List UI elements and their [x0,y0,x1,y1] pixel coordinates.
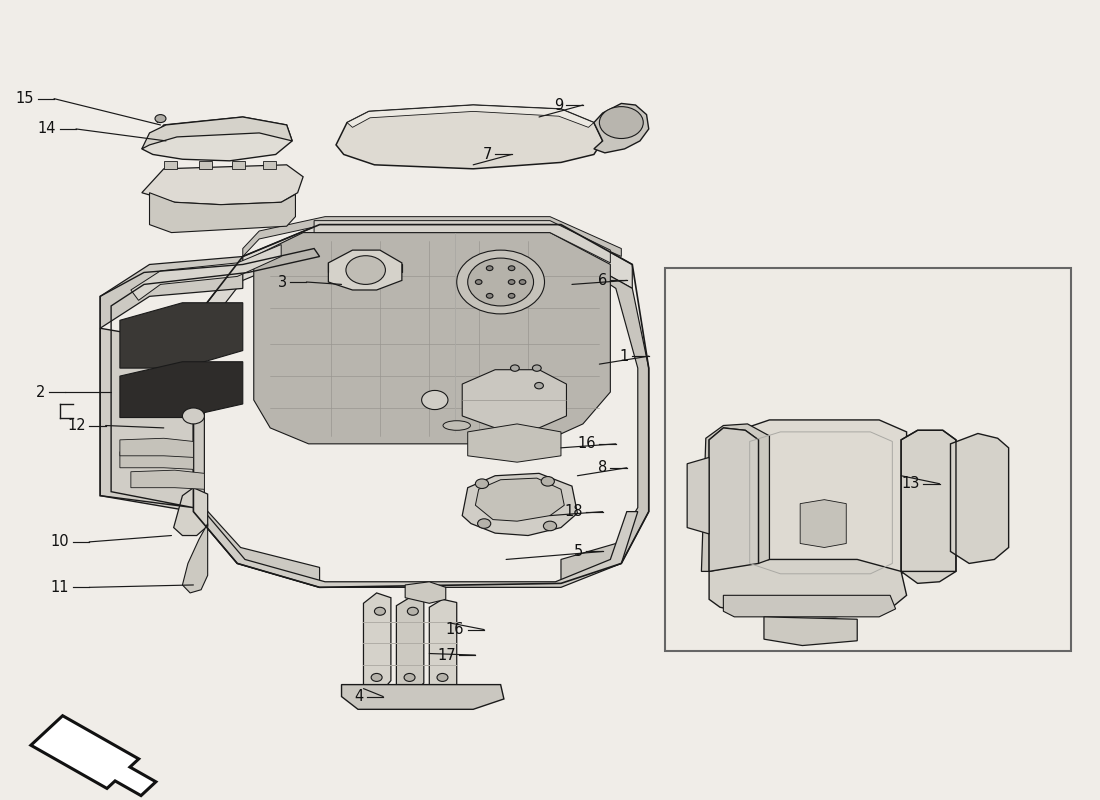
Polygon shape [688,458,710,534]
Circle shape [519,280,526,285]
Polygon shape [100,257,243,328]
Polygon shape [702,424,769,571]
Polygon shape [561,249,649,583]
Text: 5: 5 [574,544,583,559]
Polygon shape [363,593,390,694]
Polygon shape [735,420,906,582]
Polygon shape [468,424,561,462]
Text: 17: 17 [437,648,455,662]
Polygon shape [462,474,578,535]
Circle shape [155,114,166,122]
Circle shape [404,674,415,682]
Polygon shape [263,161,276,169]
Polygon shape [462,370,566,428]
Circle shape [374,607,385,615]
Polygon shape [396,598,424,694]
Polygon shape [194,225,632,344]
Polygon shape [120,362,243,418]
Polygon shape [346,105,594,127]
Ellipse shape [443,421,471,430]
Circle shape [486,294,493,298]
Circle shape [437,674,448,682]
Polygon shape [142,117,293,149]
Text: 18: 18 [564,504,583,519]
Circle shape [475,479,488,489]
Circle shape [475,280,482,285]
Text: 16: 16 [578,436,596,451]
Polygon shape [336,105,603,169]
Circle shape [486,266,493,270]
Polygon shape [341,685,504,710]
Polygon shape [194,512,638,587]
Text: 1: 1 [619,349,629,364]
Polygon shape [120,438,194,458]
Circle shape [183,408,205,424]
Polygon shape [315,221,610,263]
Circle shape [535,382,543,389]
Polygon shape [174,488,208,535]
Polygon shape [254,233,611,444]
Polygon shape [710,428,759,571]
Polygon shape [120,450,194,470]
Circle shape [600,106,643,138]
Circle shape [407,607,418,615]
Polygon shape [164,161,177,169]
Polygon shape [329,250,402,290]
Polygon shape [710,559,906,617]
Polygon shape [475,478,564,521]
Circle shape [541,477,554,486]
Circle shape [510,365,519,371]
Bar [666,269,1071,651]
Polygon shape [142,117,293,161]
Polygon shape [594,103,649,153]
Text: 10: 10 [51,534,69,550]
Text: 6: 6 [597,273,607,288]
Circle shape [456,250,544,314]
Polygon shape [120,302,243,368]
Circle shape [543,521,557,530]
Polygon shape [131,470,205,490]
Polygon shape [429,599,456,695]
Text: 16: 16 [446,622,464,637]
Polygon shape [901,430,956,583]
Circle shape [532,365,541,371]
Circle shape [508,294,515,298]
Polygon shape [405,582,446,603]
Polygon shape [199,161,212,169]
Polygon shape [100,328,194,512]
Polygon shape [764,617,857,646]
Text: 7: 7 [483,147,492,162]
Text: 13: 13 [901,476,920,491]
Polygon shape [150,193,296,233]
Polygon shape [243,217,622,257]
Text: 2: 2 [36,385,45,399]
Text: 11: 11 [51,580,69,595]
Circle shape [508,280,515,285]
Text: 14: 14 [37,122,56,137]
Circle shape [477,518,491,528]
Text: 15: 15 [15,91,34,106]
Polygon shape [950,434,1009,563]
Circle shape [371,674,382,682]
Text: 3: 3 [277,274,287,290]
Circle shape [421,390,448,410]
Polygon shape [800,500,846,547]
Circle shape [508,266,515,270]
Text: 9: 9 [554,98,563,113]
Polygon shape [142,165,304,205]
Text: 8: 8 [597,460,607,475]
Polygon shape [724,595,895,617]
Polygon shape [31,716,156,796]
Text: 4: 4 [354,689,363,704]
Polygon shape [194,344,320,587]
Circle shape [468,258,534,306]
Circle shape [345,256,385,285]
Text: 12: 12 [67,418,86,433]
Polygon shape [131,245,282,300]
Polygon shape [232,161,245,169]
Polygon shape [183,523,208,593]
